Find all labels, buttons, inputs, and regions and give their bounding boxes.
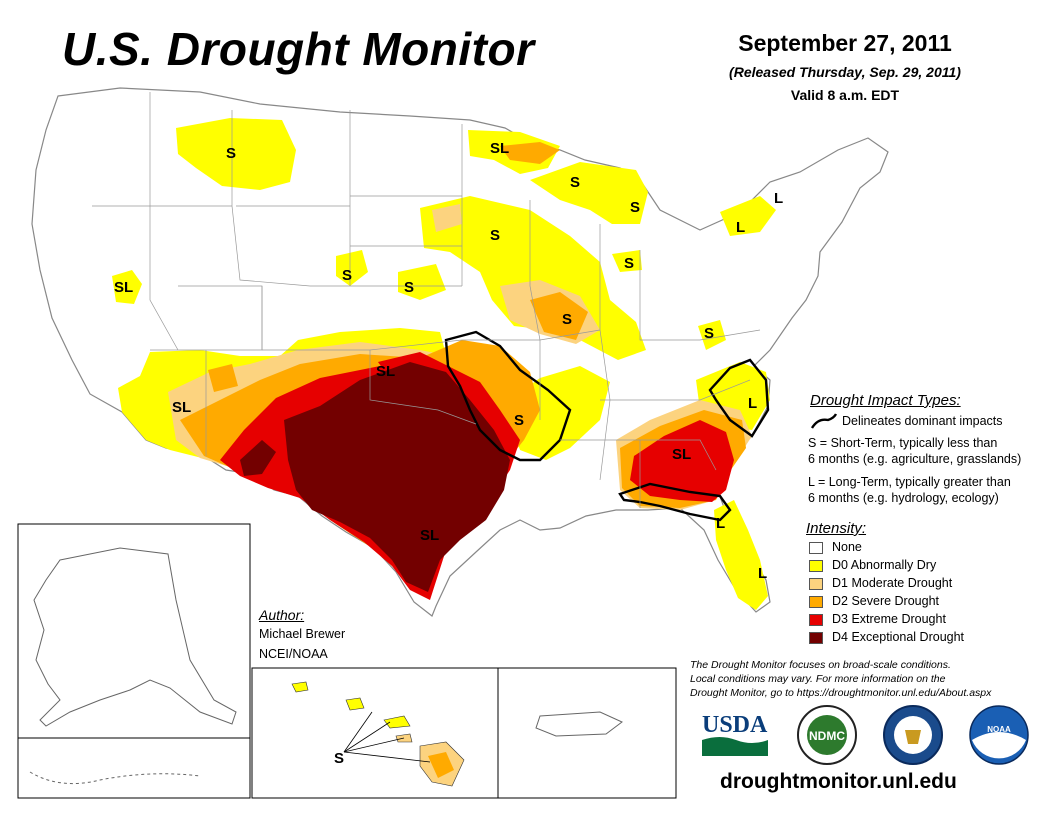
label-oklahoma: SL	[376, 363, 395, 380]
aleutian-chain	[29, 771, 201, 785]
author-title: Author:	[259, 607, 305, 623]
label-wyoming: S	[342, 267, 352, 284]
label-montana: S	[226, 145, 236, 162]
label-arkansas: S	[514, 412, 524, 429]
legend-label-d3: D3 Extreme Drought	[832, 612, 946, 626]
author-org: NCEI/NOAA	[259, 647, 328, 661]
legend-label-d4: D4 Exceptional Drought	[832, 630, 965, 644]
valid-time: Valid 8 a.m. EDT	[790, 87, 900, 103]
release-date: (Released Thursday, Sep. 29, 2011)	[729, 64, 961, 80]
impact-legend-title: Drought Impact Types:	[810, 392, 961, 409]
author-name: Michael Brewer	[259, 627, 346, 641]
label-hawaii: S	[334, 750, 344, 767]
svg-text:NDMC: NDMC	[809, 729, 845, 743]
label-georgia: SL	[672, 446, 691, 463]
legend-swatch-d3	[809, 614, 823, 626]
label-nevada: SL	[114, 279, 133, 296]
impact-l-desc-1: L = Long-Term, typically greater than	[808, 475, 1011, 489]
label-illinois: S	[562, 311, 572, 328]
label-virginia: S	[704, 325, 714, 342]
svg-text:NOAA: NOAA	[987, 725, 1011, 734]
usda-logo: USDA	[702, 712, 768, 756]
disclaimer-line-3: Drought Monitor, go to https://droughtmo…	[690, 687, 992, 699]
commerce-seal-logo	[883, 705, 943, 765]
label-texas: SL	[420, 527, 439, 544]
disclaimer-line-1: The Drought Monitor focuses on broad-sca…	[690, 659, 951, 671]
legend-label-d2: D2 Severe Drought	[832, 594, 940, 608]
legend-swatch-none	[809, 542, 823, 554]
label-michigan-w: S	[630, 199, 640, 216]
impact-s-desc-1: S = Short-Term, typically less than	[808, 436, 998, 450]
intensity-legend-title: Intensity:	[806, 520, 867, 537]
legend-swatch-d0	[809, 560, 823, 572]
impact-s-desc-2: 6 months (e.g. agriculture, grasslands)	[808, 452, 1022, 466]
impact-l-desc-2: 6 months (e.g. hydrology, ecology)	[808, 491, 999, 505]
ndmc-logo: NDMC	[797, 705, 857, 765]
label-ny-1: L	[774, 190, 783, 207]
label-ny-2: L	[736, 219, 745, 236]
puerto-rico-frame	[497, 667, 677, 799]
hawaii-islands	[291, 681, 465, 787]
legend-swatch-d2	[809, 596, 823, 608]
label-upper-mich: S	[570, 174, 580, 191]
impact-line-icon	[810, 413, 838, 429]
label-minn-north: SL	[490, 140, 509, 157]
d4-areas	[240, 362, 510, 592]
legend-swatch-d4	[809, 632, 823, 644]
map-date: September 27, 2011	[738, 30, 952, 56]
hawaii-frame	[251, 667, 499, 799]
impact-line-label: Delineates dominant impacts	[842, 414, 1003, 428]
noaa-logo: NOAA	[969, 705, 1029, 765]
legend-swatch-d1	[809, 578, 823, 590]
impact-boundaries	[444, 330, 770, 522]
legend-label-none: None	[832, 540, 862, 554]
label-nc: L	[748, 395, 757, 412]
state-borders	[92, 92, 761, 508]
label-nebraska: S	[404, 279, 414, 296]
disclaimer-line-2: Local conditions may vary. For more info…	[690, 673, 946, 685]
legend-label-d1: D1 Moderate Drought	[832, 576, 953, 590]
label-michigan-s: S	[624, 255, 634, 272]
legend-label-d0: D0 Abnormally Dry	[832, 558, 937, 572]
label-iowa: S	[490, 227, 500, 244]
puerto-rico-shape	[535, 711, 623, 737]
disclaimer-note: The Drought Monitor focuses on broad-sca…	[690, 658, 1030, 700]
map-title: U.S. Drought Monitor	[62, 23, 535, 75]
alaska-shape	[33, 547, 237, 727]
label-fl-south: L	[758, 565, 767, 582]
website-link[interactable]: droughtmonitor.unl.edu	[720, 770, 957, 793]
aleutian-frame	[17, 737, 251, 799]
impact-labels: S SL S SL S S S S S L L S S SL SL S L SL…	[114, 140, 783, 767]
label-fl-panhandle: L	[716, 515, 725, 532]
label-arizona: SL	[172, 399, 191, 416]
svg-text:USDA: USDA	[702, 712, 768, 738]
